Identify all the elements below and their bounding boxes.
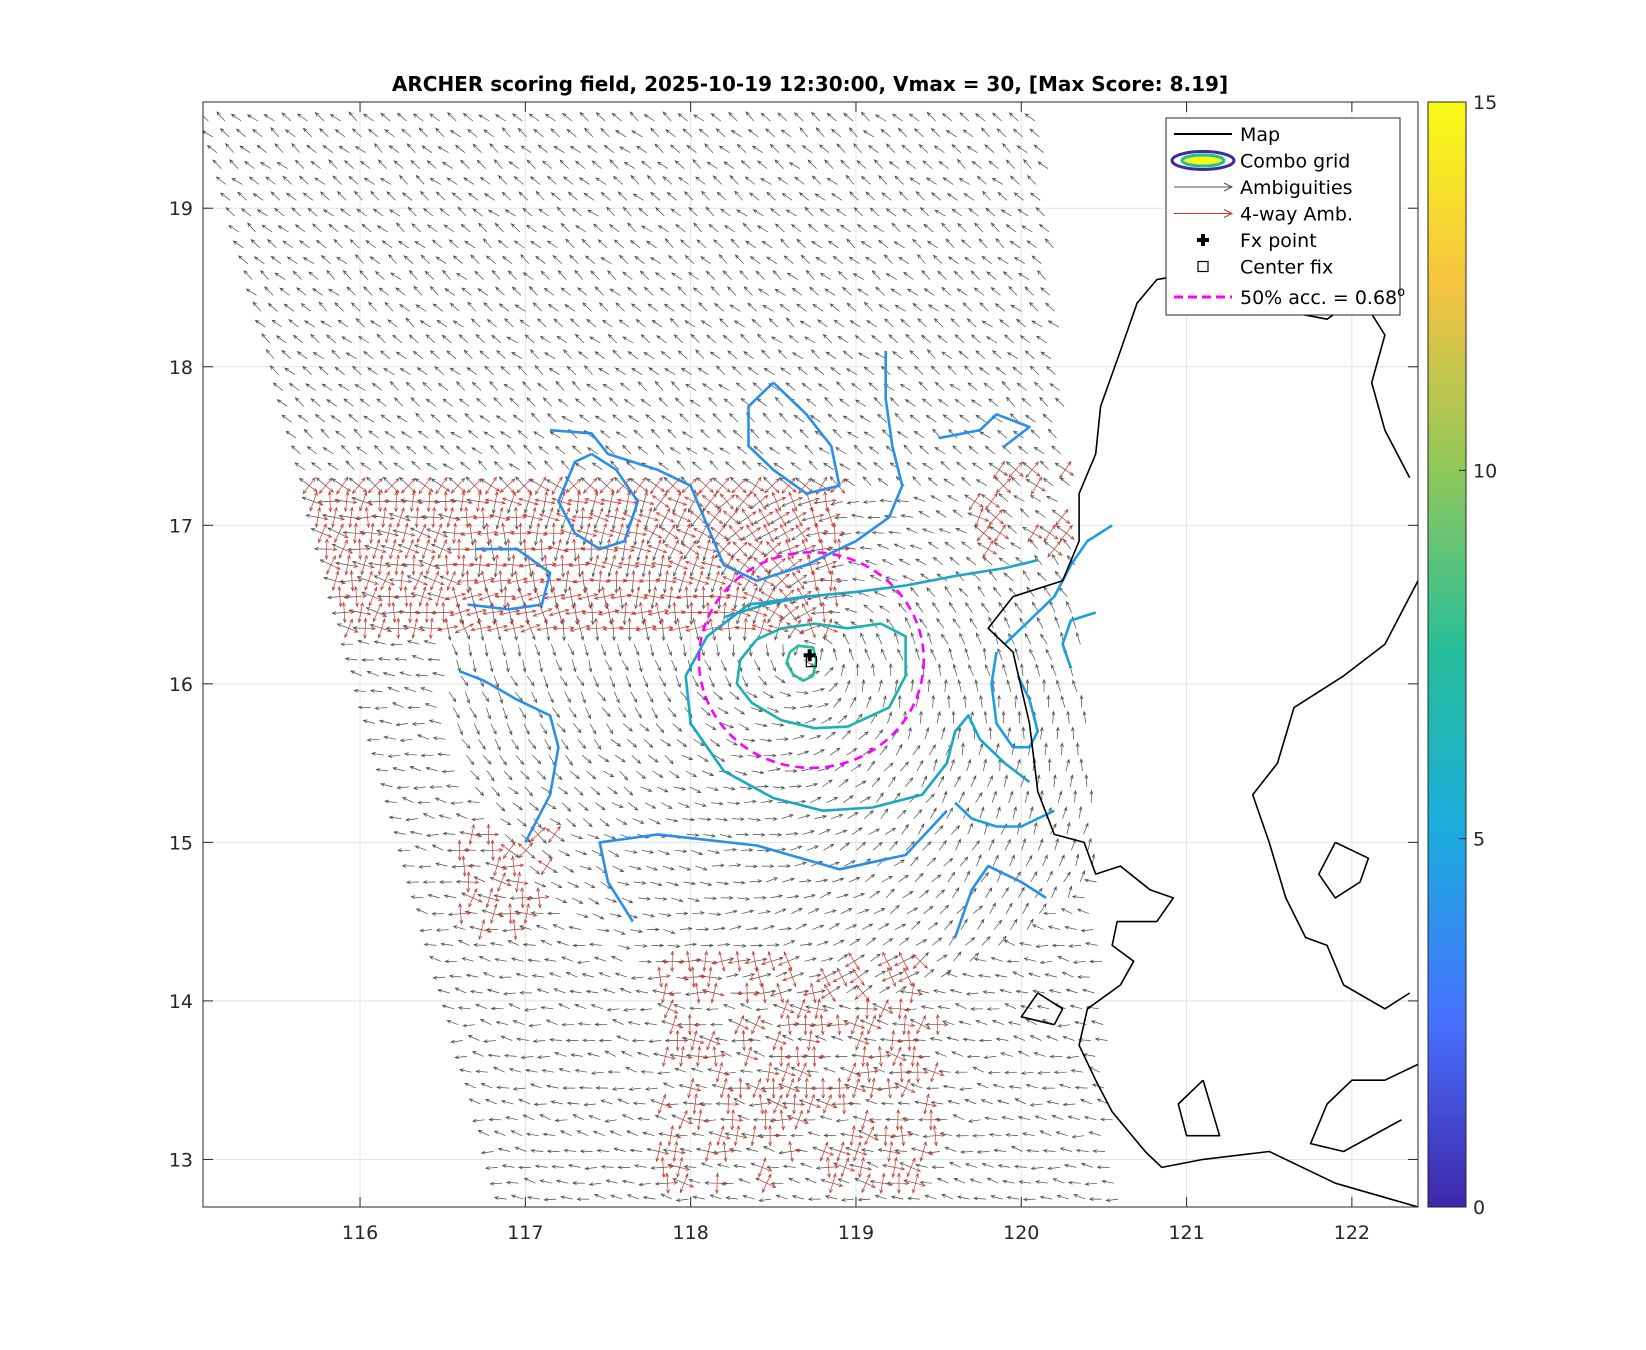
legend-combo-grid-icon [1170,150,1236,171]
x-tick-label: 118 [673,1222,709,1244]
y-tick-label: 13 [169,1149,193,1171]
y-tick-label: 15 [169,832,193,854]
legend-item: 50% acc. = 0.68o [1174,285,1405,309]
legend-label: Center fix [1240,257,1333,279]
plot-area [203,111,1418,1207]
legend-item: Fx point [1197,230,1317,252]
legend-item: 4-way Amb. [1174,204,1353,226]
coastline [1309,1063,1418,1153]
score-contour [684,595,1031,812]
x-tick-label: 120 [1003,1222,1039,1244]
legend-item: Center fix [1197,257,1333,279]
score-contour [458,669,560,844]
score-contour [723,558,1039,619]
legend-label: Ambiguities [1240,177,1353,199]
y-tick-label: 17 [169,515,193,537]
legend-combo-grid-inner-icon [1180,153,1226,168]
legend-plus-icon [1197,234,1209,246]
axis-ticks: 116 117 118 119 120 121 122 13 14 15 16 17 18 19 [169,102,1418,1244]
score-contour [785,644,818,682]
score-contour [953,864,1047,938]
wind-ambiguities [203,111,1119,1203]
legend-label: 4-way Amb. [1240,204,1353,226]
legend-arrow-icon [1174,209,1234,218]
legend-item: Combo grid [1170,150,1350,173]
legend-item: Ambiguities [1174,177,1353,199]
score-contour [557,452,640,551]
legend-label: Combo grid [1240,151,1350,173]
y-tick-label: 14 [169,991,193,1013]
colorbar-tick-label: 5 [1473,829,1485,851]
x-tick-label: 116 [342,1222,378,1244]
score-contour [1061,611,1097,669]
score-contour [938,413,1031,448]
colorbar: 0 5 10 15 [1427,92,1497,1219]
colorbar-tick-label: 10 [1473,460,1497,482]
coastline [1318,841,1370,899]
legend-item: Map [1174,124,1280,146]
coastline [1177,1079,1221,1137]
coastline [987,267,1418,1207]
accuracy-circle [697,550,926,770]
coastline [1251,580,1418,1010]
score-contours [458,350,1113,938]
score-contour [467,547,552,611]
colorbar-tick-label: 15 [1473,92,1497,114]
colorbar-tick-label: 0 [1473,1197,1485,1219]
score-contour [735,622,907,730]
x-tick-label: 122 [1334,1222,1370,1244]
x-tick-label: 117 [507,1222,543,1244]
coastlines [987,267,1418,1207]
x-tick-label: 121 [1168,1222,1204,1244]
colorbar-gradient [1427,101,1467,1208]
y-tick-label: 16 [169,674,193,696]
fx-point-marker [803,649,816,662]
score-contour [747,381,841,495]
legend-arrow-icon [1174,182,1234,192]
legend: Map Combo grid Ambiguities 4-way Amb. Fx poi… [1165,117,1405,316]
legend-square-icon [1197,260,1209,273]
x-tick-label: 119 [838,1222,874,1244]
axes-box [202,101,1419,1208]
legend-label: Map [1240,124,1280,146]
legend-label: 50% acc. = 0.68o [1240,285,1405,309]
y-tick-label: 19 [169,198,193,220]
score-contour [550,350,904,583]
center-fix-marker [805,656,817,668]
fix-markers [803,649,817,668]
score-contour [598,809,948,923]
coastline [1020,992,1064,1026]
ambiguity-arrows [203,111,1119,1203]
y-tick-label: 18 [169,357,193,379]
legend-label: Fx point [1240,230,1317,252]
score-contour [990,651,1040,749]
chart-title: ARCHER scoring field, 2025-10-19 12:30:0… [392,72,1228,96]
score-contour [954,801,1055,828]
